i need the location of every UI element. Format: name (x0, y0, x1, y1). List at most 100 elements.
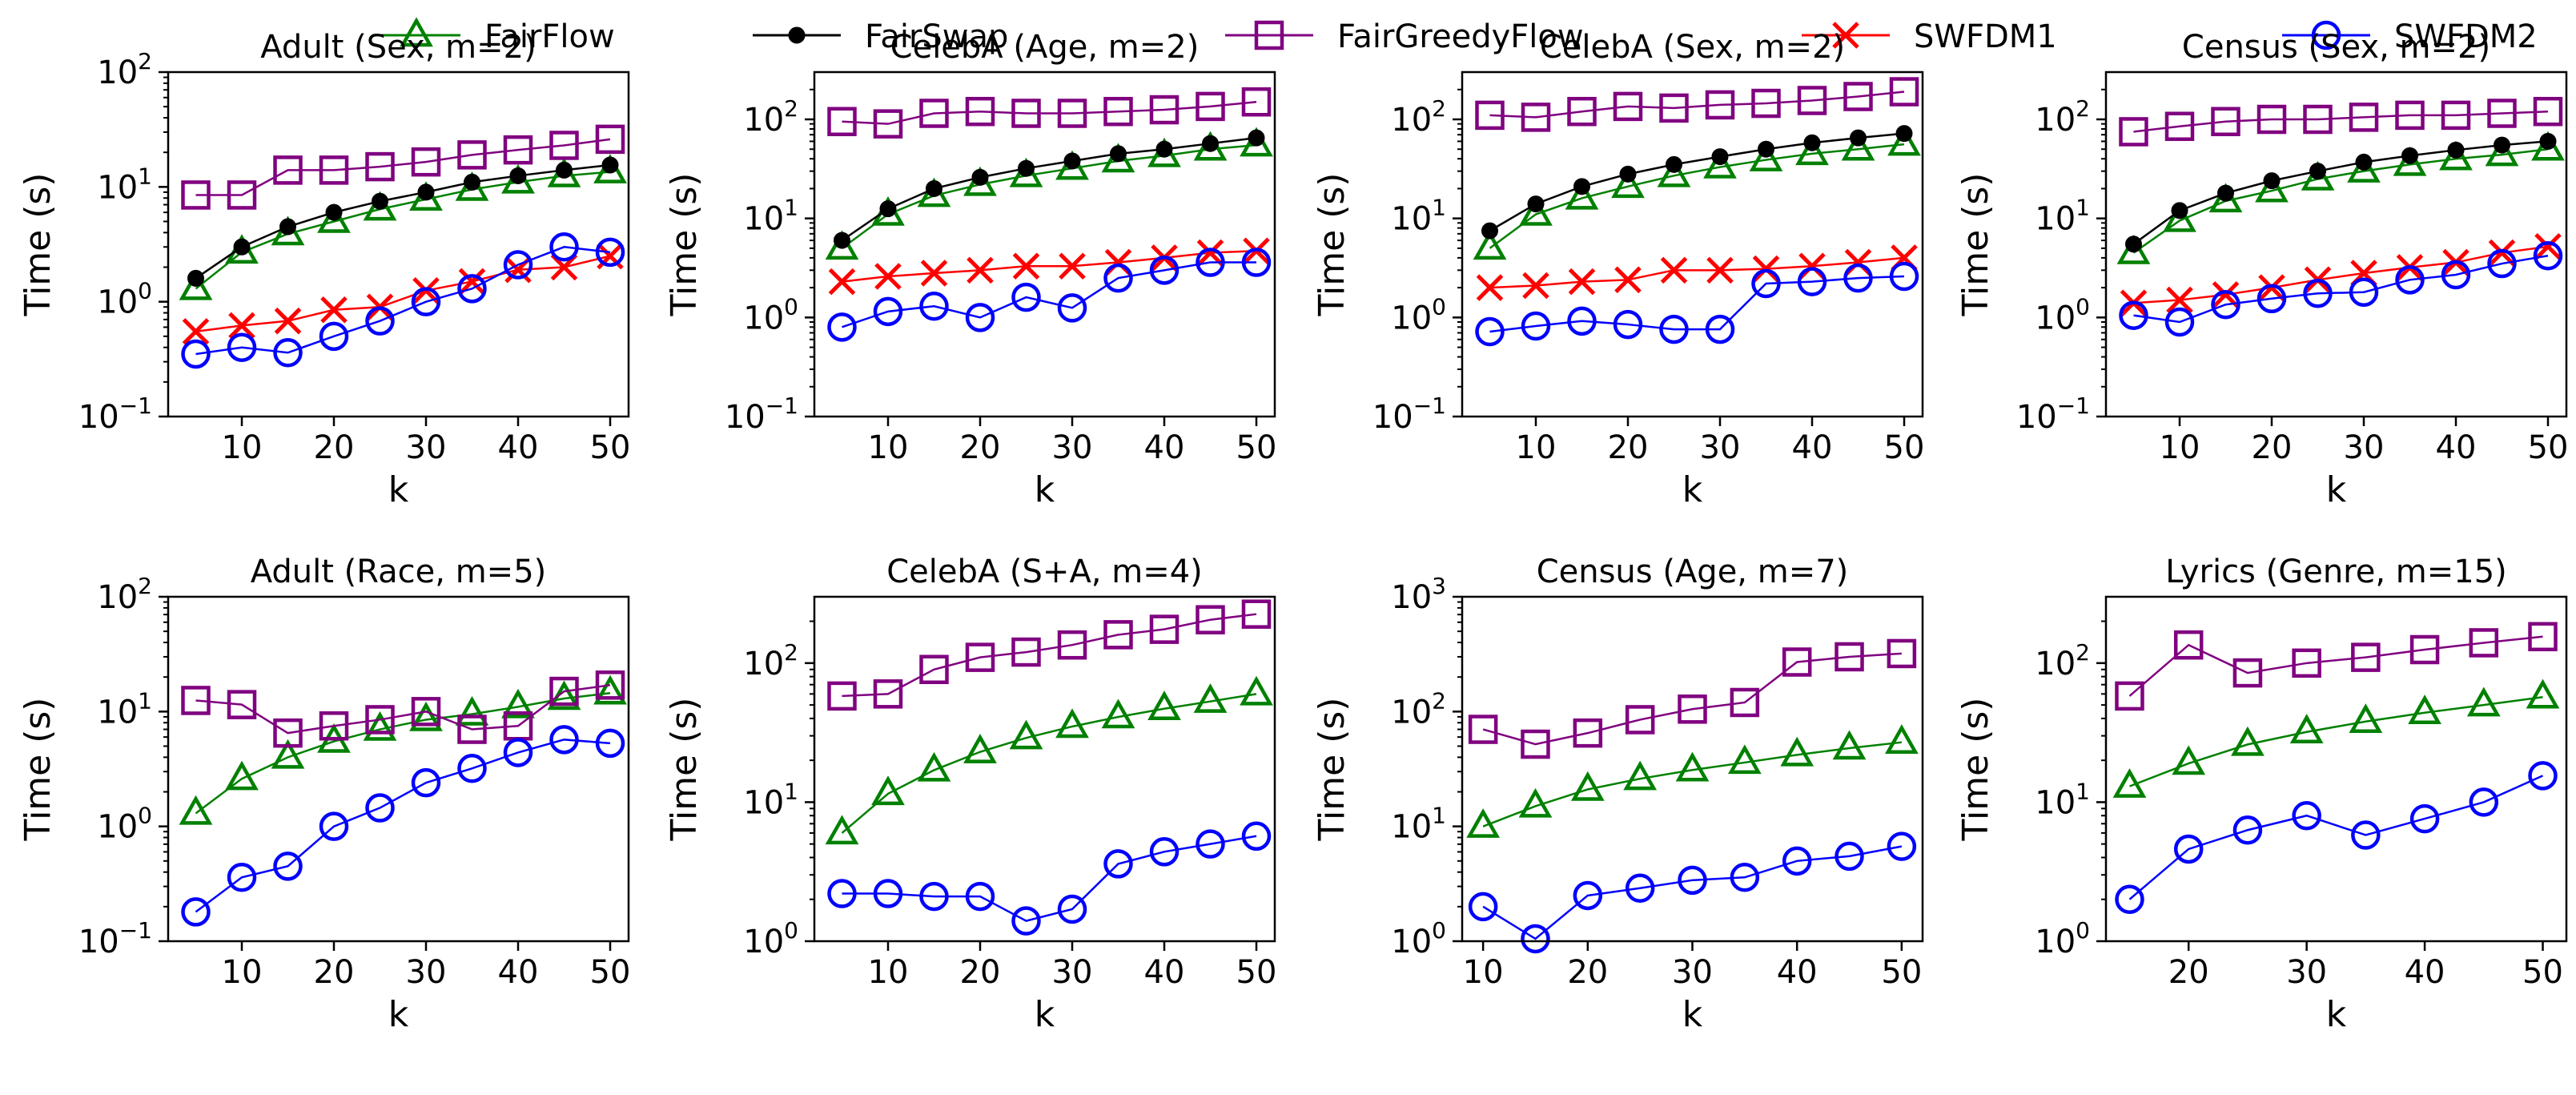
series-fairflow (2116, 131, 2565, 264)
data-point (2232, 658, 2263, 688)
series-line (2133, 255, 2549, 324)
series-line (195, 684, 611, 735)
data-point (2469, 628, 2499, 658)
series-line (841, 693, 1257, 834)
data-point (2528, 622, 2558, 652)
data-point (1625, 705, 1655, 735)
data-point (1780, 736, 1814, 767)
series-line (1482, 741, 1903, 827)
data-point (274, 307, 302, 335)
x-tick-label: 50 (2522, 954, 2563, 991)
data-point (1059, 252, 1086, 280)
data-point (464, 173, 480, 191)
subplot-title: CelebA (S+A, m=4) (886, 554, 1203, 590)
x-axis-label: k (2326, 994, 2347, 1035)
legend-marker-square (1254, 20, 1284, 50)
data-point (1481, 222, 1498, 240)
x-axis-label: k (1682, 469, 1703, 510)
data-point (1613, 91, 1643, 122)
data-point (1196, 248, 1225, 277)
data-point (1057, 894, 1087, 924)
y-tick-label: 101 (1391, 803, 1446, 846)
data-point (2119, 117, 2148, 147)
data-point (1659, 93, 1689, 123)
data-point (2119, 300, 2148, 330)
y-tick-label: 10−1 (2016, 393, 2090, 436)
data-point (1565, 179, 1599, 210)
data-point (1103, 849, 1133, 879)
y-tick-label: 100 (2035, 293, 2090, 336)
data-point (2211, 107, 2240, 137)
x-tick-label: 30 (1700, 429, 1741, 466)
data-point (971, 168, 989, 186)
data-point (1103, 96, 1133, 127)
y-tick-label: 10−1 (1372, 393, 1446, 436)
data-point (271, 739, 305, 769)
y-tick-label: 102 (1391, 687, 1446, 731)
series-fairgreedyflow (827, 599, 1272, 711)
data-point (1573, 178, 1590, 195)
data-point (1147, 690, 1181, 720)
x-tick-label: 50 (590, 954, 631, 991)
y-tick-label: 102 (97, 573, 152, 616)
data-point (1711, 148, 1729, 166)
data-point (549, 676, 579, 707)
data-point (1468, 892, 1498, 922)
x-axis-label: k (1682, 994, 1703, 1035)
data-point (227, 180, 257, 210)
x-tick-label: 10 (1516, 429, 1557, 466)
plot-frame (167, 595, 630, 943)
x-tick-label: 40 (2436, 429, 2477, 466)
data-point (1850, 129, 1867, 147)
data-point (1623, 760, 1658, 791)
data-point (965, 642, 995, 672)
data-point (320, 296, 348, 324)
data-point (1149, 256, 1179, 285)
data-point (2292, 800, 2321, 831)
x-tick-label: 50 (1884, 429, 1925, 466)
data-point (2211, 289, 2240, 320)
data-point (2303, 104, 2333, 135)
data-point (965, 881, 995, 912)
data-point (1057, 630, 1087, 660)
x-tick-label: 50 (1236, 954, 1277, 991)
data-point (2408, 694, 2441, 724)
y-axis-label: Time (s) (664, 173, 705, 317)
data-point (365, 151, 395, 182)
data-point (919, 291, 949, 321)
data-point (871, 775, 905, 806)
data-point (1705, 314, 1735, 344)
data-point (2494, 136, 2510, 154)
data-point (1475, 316, 1505, 347)
data-point (595, 728, 625, 759)
series-line (841, 136, 1257, 242)
data-point (2231, 726, 2265, 756)
x-tick-label: 30 (1052, 954, 1093, 991)
series-line (2133, 110, 2549, 133)
data-point (919, 99, 949, 128)
y-tick-label: 101 (2035, 778, 2090, 821)
data-point (873, 296, 903, 327)
data-point (181, 897, 211, 927)
data-point (1018, 159, 1035, 177)
data-point (181, 339, 211, 369)
data-point (828, 268, 856, 296)
data-point (2487, 248, 2517, 279)
y-tick-label: 102 (1391, 95, 1446, 139)
data-point (834, 231, 850, 249)
x-tick-label: 40 (2405, 954, 2445, 991)
data-point (1193, 683, 1228, 713)
data-point (179, 795, 213, 825)
data-point (1241, 821, 1272, 851)
data-point (227, 863, 257, 892)
data-point (2534, 233, 2562, 260)
series-swfdm2 (827, 248, 1272, 342)
data-point (2257, 284, 2287, 314)
series-fairflow (2112, 678, 2560, 798)
data-point (1101, 698, 1135, 729)
data-point (457, 715, 487, 744)
x-tick-label: 30 (406, 954, 447, 991)
data-point (1751, 268, 1781, 299)
x-axis-label: k (1035, 469, 1055, 510)
y-axis-label: Time (s) (1955, 173, 1996, 317)
